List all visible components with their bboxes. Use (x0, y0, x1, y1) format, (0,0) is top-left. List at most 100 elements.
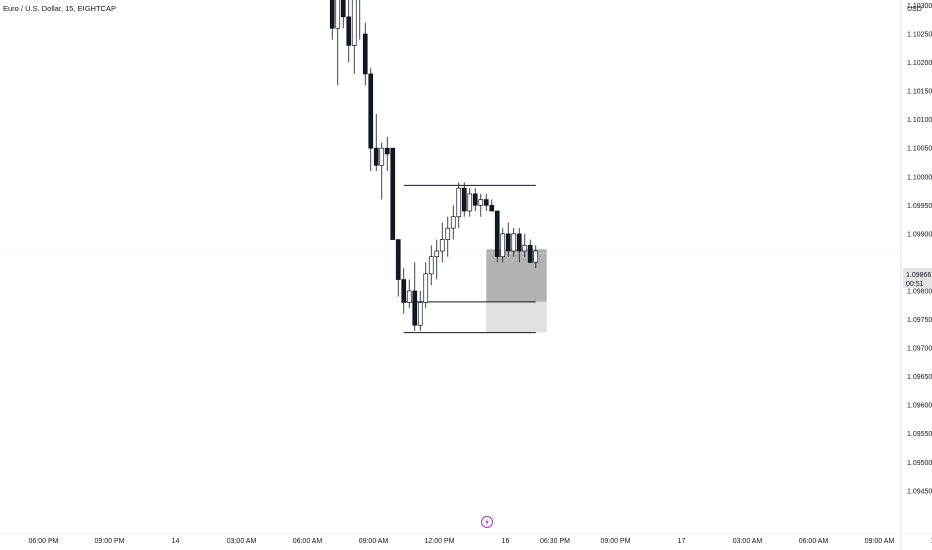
x-tick-label: 12:00 PM (931, 538, 932, 545)
lower-zone-box (486, 301, 547, 333)
candle (346, 0, 352, 63)
y-tick-label: 1.10300 (907, 3, 932, 10)
candle-body (522, 244, 528, 252)
x-tick-label: 16 (502, 538, 510, 545)
y-tick-label: 1.09950 (907, 203, 932, 210)
price-axis[interactable]: 1.10300 1.10250 1.10200 1.10150 1.10100 1.100… (907, 3, 932, 495)
x-tick-label: 06:00 PM (29, 538, 59, 545)
candle-body (478, 199, 484, 206)
candle (494, 210, 500, 263)
candle (417, 290, 423, 331)
candle (428, 245, 434, 286)
x-tick-label: 17 (678, 538, 686, 545)
countdown-timer: 00:51 (906, 281, 924, 288)
candle (412, 262, 418, 331)
levels-layer (0, 184, 901, 334)
candle (461, 182, 467, 217)
y-tick-label: 1.09750 (907, 317, 932, 324)
y-tick-label: 1.09500 (907, 460, 932, 467)
candle-body (511, 233, 517, 252)
candle (335, 0, 341, 86)
candle (478, 193, 484, 217)
candle (368, 68, 374, 172)
candle-body (472, 193, 478, 206)
candle-body (527, 244, 533, 263)
candle (483, 193, 489, 212)
candle-body (384, 147, 390, 155)
x-tick-label: 06:30 PM (540, 538, 570, 545)
x-tick-label: 06:00 AM (293, 538, 323, 545)
y-tick-label: 1.10050 (907, 146, 932, 153)
candle-body (351, 0, 357, 46)
candle-body (483, 199, 489, 206)
candle-body (456, 187, 462, 218)
y-tick-label: 1.10000 (907, 174, 932, 181)
chart-title: Euro / U.S. Dollar, 15, EIGHTCAP (3, 4, 116, 13)
candle (362, 22, 368, 86)
y-tick-label: 1.09550 (907, 431, 932, 438)
candle (511, 228, 517, 257)
current-price-value: 1.09866 (906, 272, 931, 279)
candle (434, 239, 440, 280)
candle (516, 228, 522, 263)
candle (373, 113, 379, 172)
candle (423, 262, 429, 309)
time-axis[interactable]: 06:00 PM 09:00 PM 14 03:00 AM 06:00 AM 09:00 … (29, 538, 932, 545)
candle (406, 279, 412, 309)
y-tick-label: 1.10250 (907, 31, 932, 38)
candle-body (423, 273, 429, 303)
candles-layer (329, 0, 539, 331)
candle-body (390, 147, 396, 240)
lightning-icon[interactable] (481, 516, 493, 528)
y-tick-label: 1.10150 (907, 89, 932, 96)
candle (522, 233, 528, 257)
candle-body (533, 250, 539, 263)
candle-body (461, 187, 467, 212)
currency-label: USD (907, 6, 922, 13)
candle (401, 268, 407, 314)
candle-body (439, 239, 445, 252)
x-tick-label: 09:00 AM (865, 538, 895, 545)
candle-body (516, 233, 522, 252)
candle-body (406, 290, 412, 303)
x-tick-label: 03:00 AM (227, 538, 257, 545)
y-tick-label: 1.09650 (907, 374, 932, 381)
candle-body (434, 250, 440, 258)
y-tick-label: 1.09700 (907, 346, 932, 353)
candle-body (379, 147, 385, 166)
x-tick-label: 09:00 PM (95, 538, 125, 545)
candle (390, 147, 396, 240)
candle (527, 239, 533, 263)
x-tick-label: 06:00 AM (799, 538, 829, 545)
candle-body (428, 256, 434, 275)
candle-body (417, 302, 423, 326)
candle-body (494, 210, 500, 258)
candle (357, 0, 363, 40)
candle-body (401, 279, 407, 303)
candle (505, 222, 511, 257)
candle (395, 239, 401, 297)
candle-body (489, 204, 495, 212)
candle (467, 188, 473, 217)
candle (384, 136, 390, 172)
x-tick-label: 14 (172, 538, 180, 545)
candle-body (362, 33, 368, 75)
candle (439, 222, 445, 263)
candle (456, 182, 462, 229)
y-tick-label: 1.09900 (907, 231, 932, 238)
candle (500, 228, 506, 263)
candle-body (445, 227, 451, 240)
candle-body (329, 0, 335, 29)
x-tick-label: 09:00 PM (601, 538, 631, 545)
candle-body (340, 0, 346, 18)
y-tick-label: 1.09450 (907, 488, 932, 495)
y-tick-label: 1.09600 (907, 403, 932, 410)
candle (445, 216, 451, 257)
x-tick-label: 12:00 PM (425, 538, 455, 545)
x-tick-label: 03:00 AM (733, 538, 763, 545)
candle-body (368, 73, 374, 149)
candle-body (335, 0, 341, 29)
candle (351, 0, 357, 74)
candle (450, 205, 456, 240)
